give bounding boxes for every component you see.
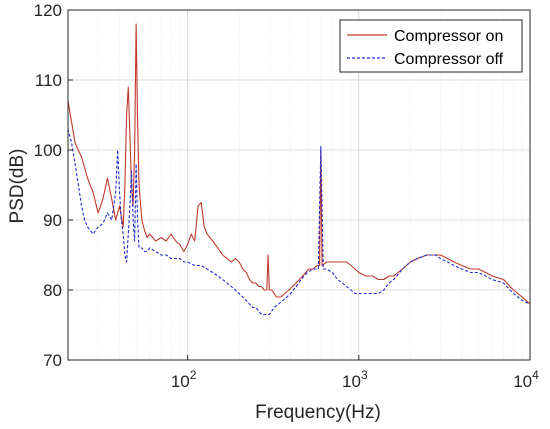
minor-grid <box>97 10 523 360</box>
y-tick-label: 110 <box>35 71 62 90</box>
x-axis-ticks: 102 103 104 <box>171 355 539 391</box>
legend-box <box>339 19 523 73</box>
legend: Compressor on Compressor off <box>339 19 523 73</box>
y-axis-title: PSD(dB) <box>7 149 28 224</box>
y-tick-label: 80 <box>43 281 62 300</box>
legend-label-compressor-off: Compressor off <box>394 51 504 68</box>
series-line-compressor-off <box>67 128 531 316</box>
x-tick-label: 102 <box>171 368 197 391</box>
series-layer <box>67 23 531 316</box>
plot-frame <box>67 9 531 361</box>
y-tick-label: 120 <box>34 1 62 20</box>
legend-label-compressor-on: Compressor on <box>394 28 503 45</box>
series-line-compressor-on <box>67 23 531 305</box>
y-tick-label: 70 <box>43 351 62 370</box>
y-tick-label: 90 <box>43 211 62 230</box>
y-axis-ticks: 70 80 90 100 110 120 <box>34 1 73 370</box>
y-tick-label: 100 <box>34 141 62 160</box>
x-tick-label: 103 <box>342 368 368 391</box>
x-tick-label: 104 <box>513 368 539 391</box>
x-axis-title: Frequency(Hz) <box>255 402 381 423</box>
